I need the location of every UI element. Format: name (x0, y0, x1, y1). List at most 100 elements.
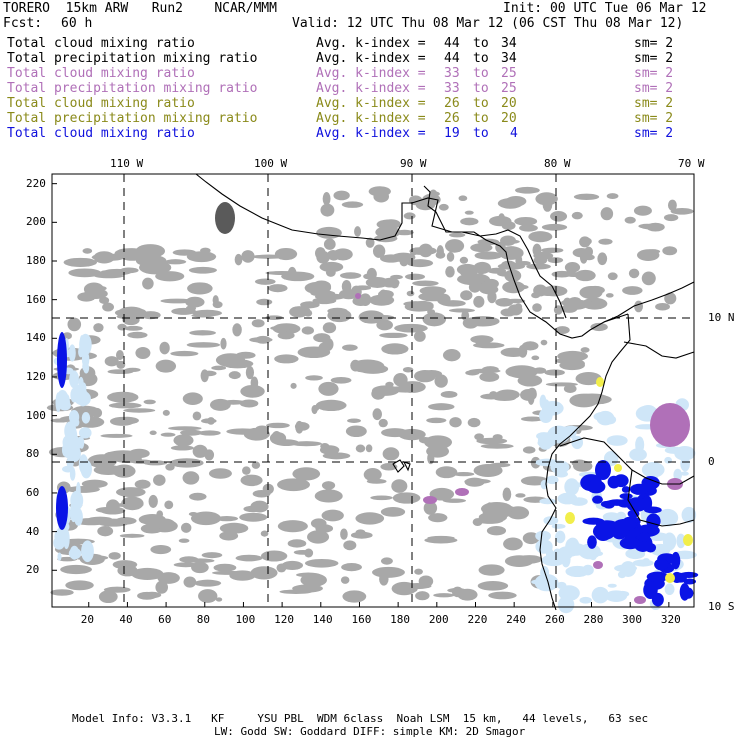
cloud-patch-gray (413, 330, 426, 342)
cloud-patch-gray (159, 341, 170, 355)
legend-variable: Total precipitation mixing ratio (7, 111, 258, 126)
legend-k-to: 25 (501, 66, 517, 81)
cloud-patch-gray (468, 368, 501, 374)
cloud-patch-gray (473, 464, 503, 478)
y-index-label: 140 (26, 331, 46, 345)
cloud-patch-gray (292, 467, 321, 481)
cloud-patch-gray (380, 507, 406, 517)
cloud-patch-gray (281, 560, 304, 571)
cloud-patch-gray (575, 371, 602, 386)
cloud-patch-gray (440, 391, 458, 398)
cloud-patch-gray (478, 564, 505, 576)
cloud-patch-gray (667, 199, 677, 211)
lon-label-110w: 110 W (110, 157, 144, 170)
cloud-patch-gray (305, 375, 323, 381)
cloud-patch-gray (190, 511, 222, 526)
cloud-patch-gray (577, 393, 607, 400)
cloud-patch-lightblue (555, 530, 566, 544)
cloud-patch-gray (424, 435, 453, 450)
cloud-patch-gray (117, 564, 138, 577)
cloud-patch-gray (211, 365, 227, 371)
cloud-patch-gray (189, 330, 216, 336)
cloud-patch-gray (319, 445, 340, 455)
cloud-patch-lightblue (593, 551, 604, 557)
y-index-label: 220 (26, 176, 46, 190)
cloud-patch-gray (240, 474, 263, 487)
cloud-patch-gray (402, 582, 432, 590)
cloud-patch-gray (436, 245, 444, 259)
cloud-patch-gray (303, 309, 313, 317)
cloud-patch-gray (294, 422, 310, 431)
cloud-patch-gray (392, 492, 421, 504)
cloud-patch-gray (168, 426, 202, 431)
cloud-core-blue (595, 520, 619, 529)
cloud-patch-gray (488, 591, 517, 600)
cloud-patch-gray (624, 216, 636, 224)
cloud-patch-lightblue (579, 596, 592, 604)
cloud-patch-gray (495, 297, 514, 307)
cloud-patch-lightblue (69, 467, 76, 481)
cloud-patch-gray (266, 422, 290, 429)
cloud-patch-lightblue (571, 435, 584, 450)
cloud-patch-lightblue (75, 482, 81, 501)
cloud-patch-gray (131, 567, 164, 581)
cloud-patch-gray (541, 223, 568, 231)
x-index-label: 60 (158, 613, 172, 626)
cloud-patch-gray (98, 590, 118, 604)
cloud-patch-lightblue (566, 486, 576, 493)
cloud-patch-gray (200, 247, 211, 254)
cloud-patch-lightblue (81, 540, 94, 563)
cloud-patch-gray (428, 403, 455, 411)
cloud-patch-gray (477, 581, 509, 591)
cloud-patch-gray (663, 214, 679, 222)
cloud-patch-lightblue (582, 564, 594, 576)
x-index-label: 280 (583, 613, 604, 626)
cloud-patch-gray (119, 533, 145, 538)
cloud-patch-gray (474, 433, 484, 441)
cloud-patch-gray (434, 374, 448, 388)
cloud-patch-lightblue (69, 370, 79, 389)
cloud-patch-gray (240, 384, 265, 398)
cloud-patch-gray (185, 296, 205, 308)
cloud-patch-gray (212, 295, 219, 306)
cloud-patch-gray (320, 203, 335, 217)
cloud-patch-gray (198, 589, 218, 603)
cloud-patch-gray (182, 471, 200, 485)
y-index-label: 160 (26, 292, 46, 306)
cloud-patch-gray (87, 454, 118, 468)
cloud-patch-gray (532, 303, 542, 312)
cloud-core-blue (619, 536, 641, 550)
cloud-patch-lightblue (629, 448, 647, 461)
cloud-patch-gray (50, 589, 74, 596)
cloud-patch-gray (458, 195, 468, 202)
cloud-patch-gray (354, 226, 362, 237)
cloud-core-blue (679, 583, 690, 601)
galapagos-santa-cruz (402, 461, 411, 472)
cloud-patch-gray (607, 272, 618, 281)
cloud-patch-gray (571, 211, 583, 220)
cloud-patch-gray (495, 241, 506, 254)
cloud-core-blue (606, 499, 628, 506)
legend-to: to (473, 81, 489, 96)
cloud-patch-gray (213, 563, 237, 572)
lon-label-80w: 80 W (544, 157, 571, 170)
cloud-patch-gray (505, 196, 527, 207)
cloud-patch-gray (160, 432, 176, 437)
cloud-patch-gray (460, 290, 473, 301)
cloud-patch-gray (235, 351, 256, 359)
cloud-patch-gray (370, 495, 393, 501)
legend-k-from: 26 (444, 111, 460, 126)
cloud-patch-gray (372, 408, 382, 421)
cloud-patch-lightblue (537, 432, 554, 450)
cloud-patch-gray (187, 282, 213, 295)
cloud-patch-gray (515, 493, 526, 498)
cloud-patch-gray (597, 252, 608, 266)
cloud-patch-gray (265, 270, 300, 276)
cloud-patch-gray (170, 445, 194, 451)
legend-to: to (473, 111, 489, 126)
legend-smoothing: sm= 2 (634, 126, 674, 141)
cloud-patch-gray (579, 236, 591, 248)
cloud-patch-gray (403, 212, 416, 220)
cloud-patch-gray (327, 307, 348, 315)
